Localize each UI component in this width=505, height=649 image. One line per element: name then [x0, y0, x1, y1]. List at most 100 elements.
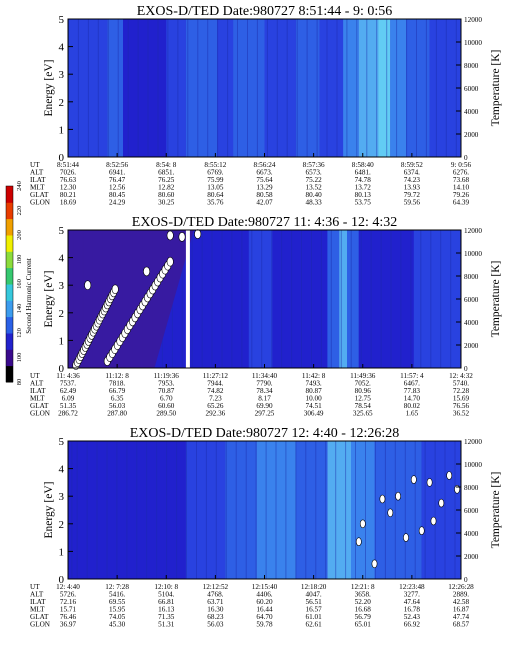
saturation-blob	[194, 229, 202, 239]
colorbar-segment	[6, 365, 13, 383]
saturation-blob	[438, 498, 445, 508]
param-value: 8:59:52	[401, 161, 423, 169]
y-tick-label: 2	[59, 97, 65, 109]
saturation-blob	[418, 526, 425, 536]
y2-tick-label: 4000	[464, 319, 479, 327]
saturation-blob	[379, 494, 386, 504]
intensity-band	[68, 441, 186, 579]
chart-panel-1: EXOS-D/TED Date:980727 8:51:44 - 9: 0:56…	[30, 4, 502, 207]
saturation-blob	[410, 475, 417, 484]
chart-title: EXOS-D/TED Date:980727 11: 4:36 - 12: 4:…	[132, 215, 397, 230]
contour-streak	[156, 441, 158, 579]
y2-tick-label: 8000	[464, 62, 479, 70]
param-value: 5726.	[60, 591, 76, 599]
contour-streak	[97, 19, 99, 157]
contour-streak	[167, 19, 169, 157]
saturation-blob	[403, 533, 409, 542]
param-value: 63.71	[207, 598, 224, 606]
param-value: 15.71	[60, 606, 77, 614]
intensity-band	[421, 441, 461, 579]
y2-tick-label: 6000	[464, 296, 479, 304]
param-value: 5416.	[109, 591, 125, 599]
y2-tick-label: 4000	[464, 108, 479, 116]
param-value: 62.61	[306, 621, 323, 629]
contour-streak	[330, 230, 332, 368]
param-row-label: GLAT	[30, 613, 49, 621]
param-value: 8:56:24	[254, 161, 276, 169]
colorbar-segment	[6, 333, 13, 350]
intensity-band	[123, 19, 167, 157]
param-value: 59.78	[256, 621, 273, 629]
param-value: 80.21	[60, 191, 77, 199]
saturation-blob	[111, 284, 119, 295]
param-value: 24.29	[109, 199, 126, 207]
colorbar-frame	[5, 185, 14, 383]
param-value: 15.69	[453, 395, 470, 403]
contour-streak	[281, 230, 283, 368]
param-value: 11:57: 4	[400, 372, 424, 380]
param-value: 13.05	[207, 184, 224, 192]
param-row-label: MLT	[30, 606, 45, 614]
param-value: 7493.	[306, 380, 322, 388]
y2-tick-label: 2000	[464, 131, 479, 139]
colorbar-tick-label: 180	[16, 255, 23, 265]
y-tick-label: 4	[59, 253, 65, 265]
chart-panel-2: EXOS-D/TED Date:980727 11: 4:36 - 12: 4:…	[5, 181, 502, 418]
param-value: 80.87	[306, 387, 323, 395]
chart-title: EXOS-D/TED Date:980727 12: 4:40 - 12:26:…	[130, 426, 399, 441]
low-intensity-region	[68, 230, 194, 368]
y2-tick-label: 8000	[464, 273, 479, 281]
param-value: 35.76	[207, 199, 224, 207]
param-value: 76.47	[109, 176, 126, 184]
param-value: 42.58	[453, 598, 470, 606]
contour-streak	[335, 441, 337, 579]
param-value: 12:23:48	[399, 583, 425, 591]
colorbar-segment	[6, 251, 13, 269]
param-value: 66.92	[404, 621, 421, 629]
contour-streak	[166, 441, 168, 579]
param-value: 13.93	[404, 184, 421, 192]
contour-streak	[296, 19, 298, 157]
y2-tick-label: 12000	[464, 16, 482, 24]
param-value: 56.03	[207, 621, 224, 629]
contour-streak	[205, 441, 207, 579]
param-value: 8:55:12	[204, 161, 226, 169]
param-value: 76.46	[60, 613, 77, 621]
param-value: 7818.	[109, 380, 125, 388]
contour-streak	[386, 19, 388, 157]
param-value: 71.35	[158, 613, 175, 621]
y-tick-label: 1	[59, 546, 65, 558]
contour-streak	[424, 441, 426, 579]
param-value: 297.25	[255, 410, 275, 418]
param-value: 60.20	[256, 598, 273, 606]
y2-tick-label: 12000	[464, 438, 482, 446]
contour-streak	[276, 19, 278, 157]
param-value: 72.16	[60, 598, 77, 606]
contour-streak	[320, 230, 322, 368]
param-value: 61.01	[306, 613, 323, 621]
y2-tick-label: 10000	[464, 39, 482, 47]
param-value: 13.29	[256, 184, 273, 192]
param-row-label: MLT	[30, 395, 45, 403]
saturation-blob	[430, 516, 437, 526]
y-tick-label: 4	[59, 42, 65, 54]
param-value: 64.39	[453, 199, 470, 207]
intensity-band	[374, 441, 422, 579]
y-tick-label: 5	[59, 14, 65, 26]
y2-axis-label: Temperature [K]	[490, 472, 502, 549]
contour-streak	[255, 441, 257, 579]
intensity-band	[406, 19, 430, 157]
param-value: 78.54	[355, 402, 372, 410]
param-value: 12.75	[355, 395, 372, 403]
intensity-band	[327, 230, 340, 368]
intensity-band	[390, 19, 406, 157]
intensity-band	[185, 441, 226, 579]
contour-streak	[291, 230, 293, 368]
contour-streak	[217, 19, 219, 157]
param-value: 16.87	[453, 606, 470, 614]
param-value: 3277.	[404, 591, 420, 599]
contour-streak	[360, 230, 362, 368]
saturation-blob	[387, 508, 394, 518]
param-value: 70.87	[158, 387, 175, 395]
contour-streak	[76, 441, 78, 579]
